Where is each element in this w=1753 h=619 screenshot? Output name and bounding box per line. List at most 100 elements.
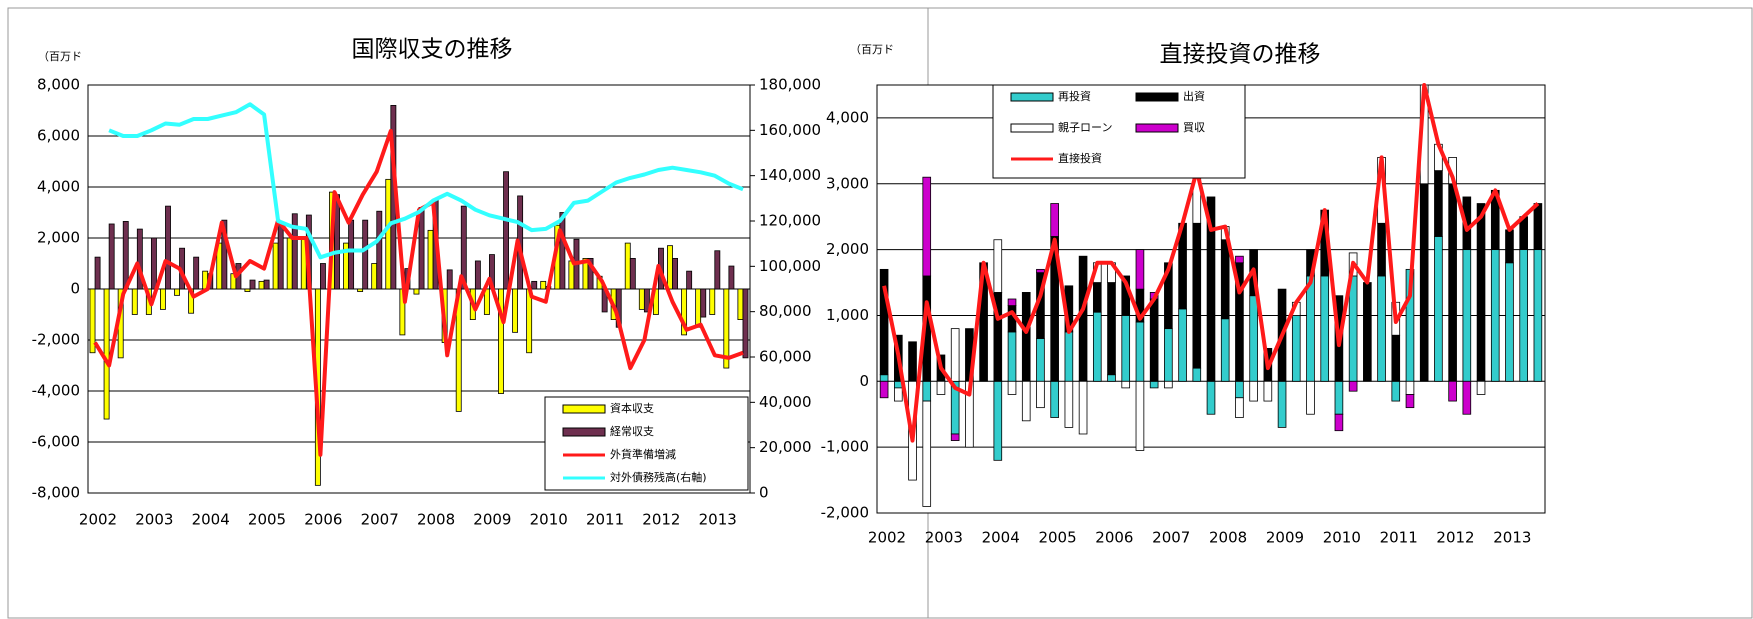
- legend-label: 資本収支: [610, 401, 654, 415]
- bar: [587, 257, 594, 290]
- bar-segment: [879, 380, 889, 399]
- bar-segment: [922, 176, 932, 277]
- bar: [376, 210, 383, 290]
- x-tick-label: 2004: [982, 529, 1020, 547]
- bar-segment: [1206, 196, 1216, 382]
- x-tick-label: 2004: [192, 511, 230, 529]
- bar-segment: [1220, 239, 1230, 320]
- y-tick-label: -6,000: [32, 433, 80, 451]
- bar: [150, 237, 157, 290]
- bar-segment: [1306, 380, 1315, 415]
- bar: [427, 229, 434, 290]
- bar: [258, 280, 265, 290]
- x-tick-label: 2009: [473, 511, 511, 529]
- bar-segment: [950, 433, 960, 441]
- bar-segment: [1405, 380, 1415, 395]
- y-tick-label: 2,000: [826, 240, 869, 258]
- bar-segment: [1121, 380, 1131, 389]
- bar: [165, 205, 171, 290]
- bar: [667, 245, 673, 290]
- bar-segment: [1405, 394, 1415, 409]
- bar-segment: [1107, 282, 1116, 376]
- bar-segment: [1505, 262, 1514, 382]
- y-tick-label: -2,000: [821, 504, 869, 522]
- y2-tick-label: 40,000: [759, 393, 812, 411]
- bar-segment: [1135, 380, 1145, 451]
- bar: [503, 171, 509, 290]
- bar-segment: [1334, 380, 1344, 415]
- bar-segment: [1092, 282, 1102, 313]
- bar-segment: [1107, 374, 1116, 382]
- bar-segment: [1149, 380, 1159, 389]
- bar-segment: [1164, 380, 1173, 389]
- x-tick-label: 2006: [304, 511, 342, 529]
- bar-segment: [1078, 255, 1088, 382]
- y-axis-label: （百万ド: [850, 43, 894, 56]
- legend-swatch: [1135, 123, 1179, 133]
- bar-segment: [1448, 380, 1457, 402]
- bar-segment: [1249, 295, 1258, 382]
- bar: [512, 288, 518, 333]
- x-tick-label: 2002: [868, 529, 906, 547]
- bar: [244, 288, 251, 292]
- bar-segment: [1533, 249, 1543, 382]
- bar-segment: [922, 380, 932, 402]
- bar-segment: [1206, 380, 1216, 415]
- bar-segment: [1064, 331, 1074, 382]
- bar-segment: [1036, 268, 1045, 274]
- bar-segment: [1462, 380, 1472, 415]
- bar-segment: [1434, 170, 1443, 237]
- x-tick-label: 2007: [361, 511, 399, 529]
- line-series: [882, 83, 1540, 443]
- y2-tick-label: 120,000: [759, 212, 821, 230]
- bar: [286, 237, 293, 290]
- bar-segment: [1064, 380, 1074, 428]
- bar: [291, 213, 298, 290]
- bar: [709, 288, 716, 315]
- bar: [385, 178, 392, 290]
- bar-segment: [1192, 222, 1202, 369]
- chart-title: 直接投資の推移: [1160, 42, 1321, 68]
- bar-segment: [1391, 380, 1401, 402]
- bar: [624, 242, 631, 290]
- bar-segment: [1249, 380, 1258, 402]
- y2-tick-label: 160,000: [759, 121, 821, 139]
- bar-segment: [936, 380, 946, 395]
- bar: [221, 219, 228, 290]
- bar: [474, 260, 481, 290]
- bar-segment: [1476, 380, 1486, 395]
- bar: [108, 223, 115, 290]
- bar: [460, 205, 467, 290]
- bar: [540, 280, 547, 290]
- bar: [643, 288, 650, 313]
- bar: [695, 288, 702, 328]
- line-series: [108, 102, 744, 260]
- bar-segment: [1363, 282, 1372, 382]
- x-tick-label: 2013: [1493, 529, 1531, 547]
- y-tick-label: 2,000: [37, 229, 80, 247]
- bar: [413, 288, 420, 295]
- bar-segment: [1036, 338, 1045, 382]
- bar: [629, 257, 636, 290]
- bar-segment: [1235, 380, 1244, 399]
- x-tick-label: 2008: [1209, 529, 1247, 547]
- bar-segment: [1377, 222, 1386, 277]
- y-tick-label: 6,000: [37, 127, 80, 145]
- bar-segment: [1320, 275, 1330, 382]
- y-tick-label: 8,000: [37, 76, 80, 94]
- x-tick-label: 2006: [1095, 529, 1133, 547]
- legend-swatch: [562, 427, 606, 437]
- bar-segment: [1348, 275, 1358, 382]
- bar: [131, 288, 138, 315]
- x-tick-label: 2003: [925, 529, 963, 547]
- x-tick-label: 2010: [530, 511, 568, 529]
- bar-segment: [1078, 380, 1088, 435]
- bar: [638, 288, 645, 310]
- bar: [348, 219, 355, 290]
- bar: [249, 279, 256, 290]
- legend-swatch: [562, 404, 606, 414]
- bar-segment: [922, 400, 932, 507]
- bar: [559, 212, 566, 290]
- x-tick-label: 2012: [642, 511, 680, 529]
